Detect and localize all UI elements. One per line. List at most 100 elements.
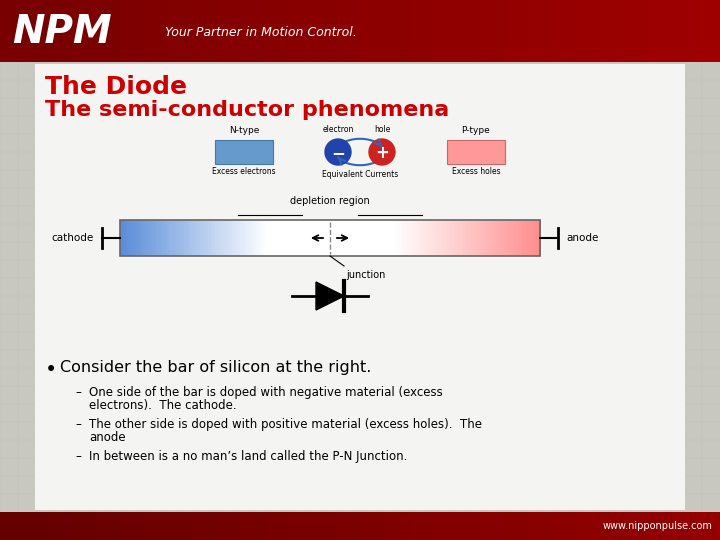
Bar xyxy=(325,220,326,256)
Bar xyxy=(35,64,685,510)
Bar xyxy=(522,220,523,256)
Bar xyxy=(228,220,230,256)
Bar xyxy=(410,220,412,256)
Bar xyxy=(48,512,73,540)
Bar xyxy=(320,220,322,256)
Bar xyxy=(233,220,235,256)
Text: +: + xyxy=(375,144,389,162)
Bar xyxy=(243,220,245,256)
Text: The semi-conductor phenomena: The semi-conductor phenomena xyxy=(45,100,449,120)
Bar xyxy=(528,0,553,62)
Bar xyxy=(576,0,601,62)
Bar xyxy=(536,220,538,256)
Bar xyxy=(254,220,256,256)
Bar xyxy=(312,512,337,540)
Bar xyxy=(478,220,480,256)
Bar xyxy=(163,220,166,256)
Bar xyxy=(246,220,248,256)
Bar xyxy=(648,0,673,62)
Text: www.nipponpulse.com: www.nipponpulse.com xyxy=(602,521,712,531)
Bar xyxy=(260,220,262,256)
Bar xyxy=(354,220,356,256)
Bar xyxy=(276,220,279,256)
Bar xyxy=(518,220,520,256)
Bar xyxy=(323,220,325,256)
Bar xyxy=(168,220,169,256)
Bar xyxy=(253,220,255,256)
Bar xyxy=(445,220,446,256)
Bar xyxy=(515,220,517,256)
Bar xyxy=(183,220,185,256)
Bar xyxy=(48,0,73,62)
Bar xyxy=(150,220,151,256)
Bar xyxy=(214,220,216,256)
Bar xyxy=(492,220,495,256)
Bar xyxy=(490,220,492,256)
Circle shape xyxy=(325,139,351,165)
Bar xyxy=(240,220,243,256)
Bar xyxy=(180,220,182,256)
Bar xyxy=(672,0,697,62)
Bar xyxy=(210,220,212,256)
Bar xyxy=(130,220,132,256)
Bar xyxy=(288,512,313,540)
Bar xyxy=(279,220,282,256)
Bar xyxy=(212,220,215,256)
Bar xyxy=(205,220,207,256)
Bar xyxy=(174,220,176,256)
Bar xyxy=(503,220,505,256)
Bar xyxy=(298,220,300,256)
Bar xyxy=(306,220,308,256)
Bar xyxy=(127,220,129,256)
Bar xyxy=(135,220,138,256)
Bar xyxy=(257,220,259,256)
Bar xyxy=(315,220,317,256)
Bar xyxy=(393,220,395,256)
Bar xyxy=(240,0,265,62)
Text: Your Partner in Motion Control.: Your Partner in Motion Control. xyxy=(165,26,356,39)
Bar xyxy=(552,512,577,540)
Bar xyxy=(504,0,529,62)
Bar xyxy=(248,220,249,256)
Bar xyxy=(190,220,192,256)
Bar xyxy=(408,0,433,62)
Bar xyxy=(464,220,467,256)
Bar xyxy=(120,512,145,540)
Bar xyxy=(143,220,144,256)
Bar xyxy=(384,0,409,62)
Bar xyxy=(457,220,459,256)
Bar xyxy=(334,220,336,256)
Bar xyxy=(215,140,273,164)
Bar xyxy=(285,220,287,256)
Bar xyxy=(171,220,172,256)
Bar xyxy=(449,220,451,256)
Bar xyxy=(273,220,274,256)
Text: hole: hole xyxy=(374,125,390,134)
Bar xyxy=(365,220,367,256)
Bar xyxy=(338,220,341,256)
Bar xyxy=(488,220,490,256)
Bar xyxy=(201,220,203,256)
Bar xyxy=(459,220,461,256)
Bar xyxy=(482,220,485,256)
Bar xyxy=(527,220,529,256)
Bar xyxy=(525,220,526,256)
Bar xyxy=(267,220,269,256)
Bar xyxy=(245,220,246,256)
Text: N-type: N-type xyxy=(229,126,259,135)
Bar xyxy=(192,512,217,540)
Bar xyxy=(360,512,385,540)
Bar xyxy=(264,220,266,256)
Bar xyxy=(534,220,536,256)
Bar xyxy=(131,220,133,256)
Bar xyxy=(402,220,405,256)
Bar xyxy=(470,220,472,256)
Bar xyxy=(270,220,271,256)
Bar xyxy=(448,220,449,256)
Bar xyxy=(229,220,231,256)
Bar xyxy=(462,220,464,256)
Text: cathode: cathode xyxy=(52,233,94,243)
Bar xyxy=(396,220,397,256)
Bar xyxy=(166,220,168,256)
Bar xyxy=(408,220,410,256)
